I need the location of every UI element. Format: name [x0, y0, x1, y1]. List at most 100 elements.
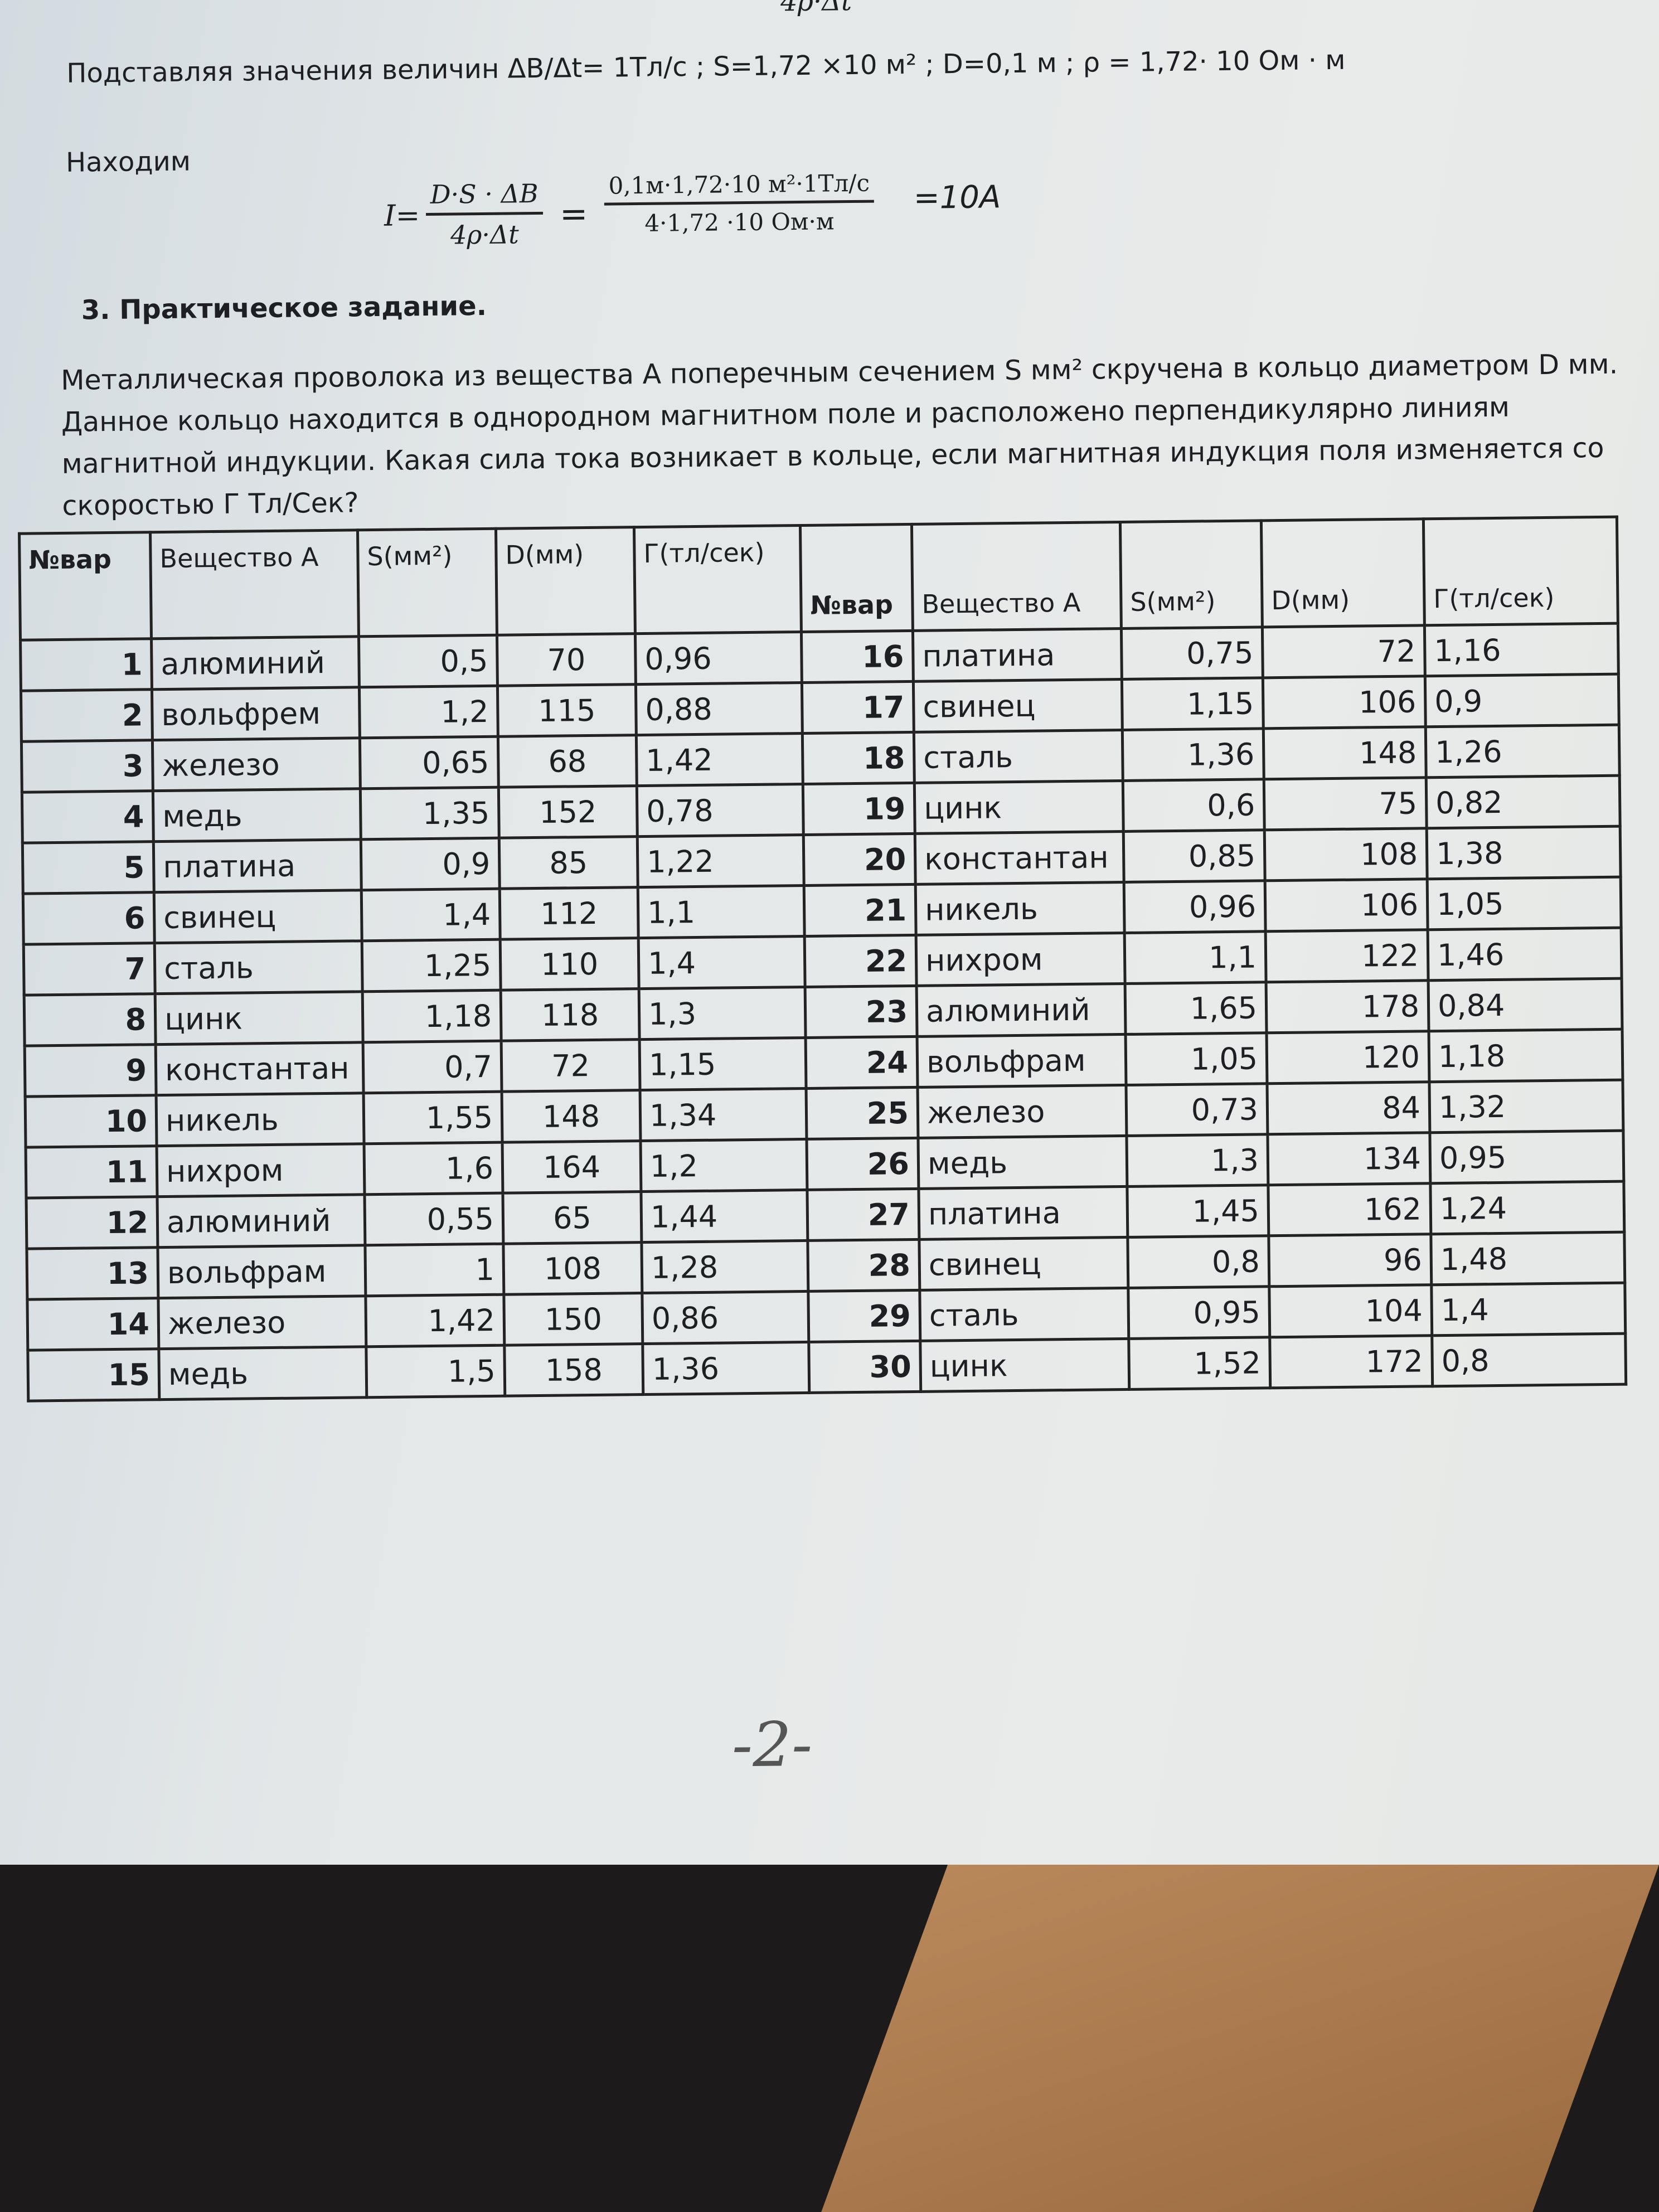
cell-variant: 1 — [20, 638, 152, 691]
cell-d: 118 — [501, 988, 640, 1041]
cell-s-2: 1,52 — [1128, 1337, 1270, 1390]
cell-variant: 15 — [27, 1348, 159, 1401]
cell-variant: 5 — [22, 841, 154, 894]
cell-d-2: 106 — [1263, 676, 1426, 729]
cell-s: 1,25 — [362, 939, 501, 992]
cell-variant-2: 20 — [803, 833, 916, 886]
cell-variant-2: 23 — [805, 986, 918, 1038]
cell-s: 0,9 — [361, 838, 500, 890]
cell-gamma: 1,22 — [637, 835, 804, 887]
cell-gamma: 0,96 — [635, 632, 802, 685]
fraction-1-denominator: 4ρ·Δt — [450, 219, 520, 250]
cell-s: 1,35 — [360, 787, 499, 840]
cell-d: 152 — [498, 785, 638, 838]
cell-variant-2: 29 — [808, 1290, 920, 1342]
cell-variant-2: 28 — [807, 1239, 920, 1292]
task-text-line-4: скоростью Г Тл/Сек? — [62, 487, 359, 522]
cell-s: 0,7 — [363, 1041, 502, 1093]
cell-d-2: 122 — [1265, 929, 1429, 982]
cell-d-2: 178 — [1266, 980, 1429, 1033]
cell-variant-2: 17 — [802, 681, 914, 734]
cell-gamma: 0,78 — [637, 784, 804, 837]
cell-s-2: 0,96 — [1124, 880, 1266, 933]
cell-substance: платина — [153, 839, 362, 892]
cell-d-2: 162 — [1268, 1183, 1431, 1236]
cell-substance: никель — [156, 1093, 365, 1146]
cell-gamma: 1,42 — [636, 733, 803, 786]
cell-variant-2: 25 — [806, 1087, 918, 1139]
cell-s: 1 — [365, 1244, 504, 1296]
section-title: 3. Практическое задание. — [81, 290, 487, 326]
cell-variant-2: 26 — [806, 1138, 919, 1190]
cell-substance-2: сталь — [919, 1288, 1129, 1341]
cell-substance: вольфрем — [152, 687, 360, 740]
cell-s: 1,55 — [363, 1092, 503, 1144]
cell-d: 148 — [502, 1090, 641, 1143]
cell-variant-2: 24 — [806, 1036, 918, 1089]
cell-d-2: 72 — [1262, 625, 1425, 678]
cell-variant-2: 21 — [804, 884, 916, 937]
cell-gamma-2: 0,84 — [1428, 978, 1622, 1031]
cell-s-2: 1,15 — [1122, 677, 1264, 730]
cell-substance-2: цинк — [914, 780, 1124, 834]
cell-substance-2: платина — [913, 628, 1122, 682]
cell-gamma-2: 0,8 — [1432, 1333, 1626, 1386]
cell-d: 65 — [502, 1191, 642, 1244]
cell-d-2: 108 — [1264, 828, 1428, 881]
desk-surface — [821, 1865, 1659, 2212]
cell-gamma: 1,1 — [638, 885, 805, 938]
cell-substance-2: константан — [915, 831, 1124, 885]
cell-gamma: 1,2 — [640, 1139, 807, 1192]
find-label: Находим — [65, 145, 191, 178]
cell-variant: 9 — [25, 1044, 157, 1097]
formula-result: =10А — [913, 179, 1001, 216]
cell-substance-2: вольфрам — [917, 1034, 1126, 1088]
cell-variant-2: 18 — [802, 732, 915, 784]
cell-s-2: 1,3 — [1126, 1134, 1268, 1187]
header-gamma-2: Г(тл/сек) — [1423, 517, 1618, 625]
cell-s: 1,18 — [362, 990, 502, 1042]
cell-gamma-2: 0,82 — [1426, 775, 1621, 828]
top-formula-denominator: 4ρ·Δt — [780, 0, 852, 18]
cell-s-2: 0,75 — [1121, 627, 1263, 680]
cell-gamma: 1,36 — [642, 1342, 809, 1395]
cell-d: 70 — [497, 633, 636, 686]
cell-s-2: 1,45 — [1127, 1185, 1269, 1238]
cell-variant: 7 — [23, 943, 156, 996]
cell-variant-2: 22 — [804, 935, 917, 987]
cell-d-2: 172 — [1269, 1335, 1433, 1388]
cell-s: 1,2 — [359, 686, 498, 738]
cell-substance: медь — [153, 788, 361, 842]
header-gamma: Г(тл/сек) — [634, 525, 802, 634]
cell-d: 68 — [498, 735, 637, 788]
cell-d-2: 84 — [1267, 1081, 1430, 1134]
cell-s: 0,5 — [358, 635, 498, 687]
header-substance: Вещество А — [150, 530, 359, 639]
header-d-2: D(мм) — [1261, 518, 1425, 627]
header-variant: №вар — [19, 532, 152, 641]
fraction-2-denominator: 4·1,72 ·10 Ом·м — [644, 207, 835, 237]
fraction-2-numerator: 0,1м·1,72·10 м²·1Тл/с — [604, 169, 875, 206]
cell-substance-2: сталь — [914, 730, 1123, 783]
formula-fraction-2: 0,1м·1,72·10 м²·1Тл/с 4·1,72 ·10 Ом·м — [604, 169, 875, 237]
header-s-2: S(мм²) — [1120, 520, 1263, 629]
cell-s: 1,4 — [361, 889, 501, 941]
cell-substance: железо — [152, 738, 361, 791]
cell-variant: 6 — [23, 892, 155, 945]
cell-s: 0,55 — [364, 1193, 503, 1245]
cell-s: 1,6 — [364, 1142, 503, 1195]
paper-sheet — [0, 0, 1659, 1865]
cell-variant: 14 — [27, 1298, 159, 1351]
cell-substance: железо — [158, 1296, 366, 1349]
cell-d: 110 — [500, 938, 639, 991]
cell-substance-2: алюминий — [916, 983, 1126, 1037]
header-d: D(мм) — [496, 527, 636, 636]
header-variant-2: №вар — [800, 524, 913, 632]
cell-d: 115 — [497, 684, 637, 737]
cell-s-2: 0,85 — [1123, 830, 1265, 882]
header-s: S(мм²) — [357, 528, 497, 637]
cell-gamma: 0,88 — [636, 682, 803, 735]
cell-d: 72 — [501, 1039, 641, 1092]
cell-gamma: 1,28 — [641, 1240, 808, 1293]
cell-gamma: 1,44 — [641, 1190, 808, 1243]
